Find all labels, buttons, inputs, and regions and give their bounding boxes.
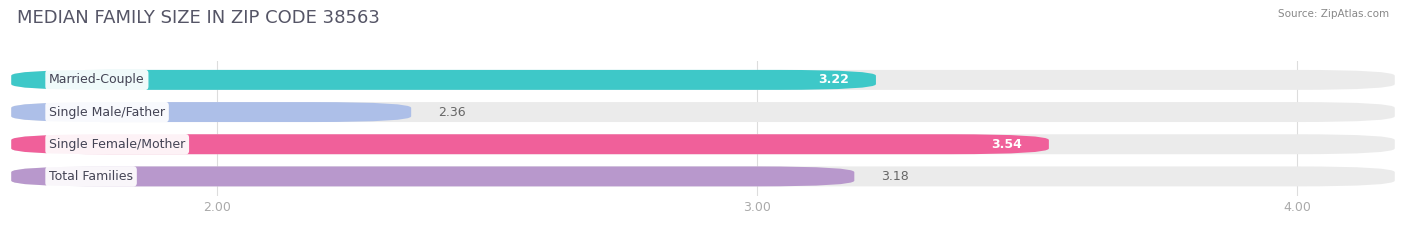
- Text: Married-Couple: Married-Couple: [49, 73, 145, 86]
- Text: 2.36: 2.36: [439, 106, 465, 119]
- FancyBboxPatch shape: [11, 134, 1049, 154]
- Text: MEDIAN FAMILY SIZE IN ZIP CODE 38563: MEDIAN FAMILY SIZE IN ZIP CODE 38563: [17, 9, 380, 27]
- Text: Single Female/Mother: Single Female/Mother: [49, 138, 186, 151]
- FancyBboxPatch shape: [11, 70, 1395, 90]
- Text: Single Male/Father: Single Male/Father: [49, 106, 165, 119]
- Text: 3.18: 3.18: [882, 170, 910, 183]
- FancyBboxPatch shape: [11, 166, 855, 186]
- FancyBboxPatch shape: [11, 134, 1395, 154]
- Text: 3.54: 3.54: [991, 138, 1022, 151]
- FancyBboxPatch shape: [11, 70, 876, 90]
- FancyBboxPatch shape: [11, 166, 1395, 186]
- Text: 3.22: 3.22: [818, 73, 849, 86]
- Text: Total Families: Total Families: [49, 170, 134, 183]
- FancyBboxPatch shape: [11, 102, 1395, 122]
- Text: Source: ZipAtlas.com: Source: ZipAtlas.com: [1278, 9, 1389, 19]
- FancyBboxPatch shape: [11, 102, 411, 122]
